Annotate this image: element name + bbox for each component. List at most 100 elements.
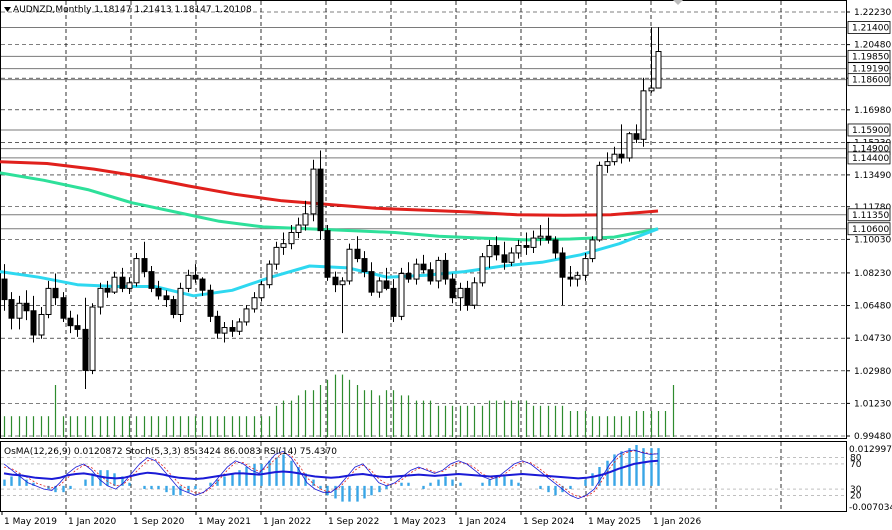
- candle: [552, 236, 559, 259]
- bearish-candle-body: [207, 289, 214, 317]
- symbol-header: AUDNZD,Monthly 1.18147 1.21413 1.18147 1…: [13, 5, 252, 15]
- bullish-candle-body: [310, 168, 317, 215]
- candle: [60, 292, 67, 322]
- indicator-level-label: 80: [850, 454, 862, 464]
- bullish-candle-body: [97, 287, 104, 308]
- candle: [82, 297, 89, 390]
- bearish-candle-body: [427, 269, 434, 282]
- level-label: 1.14900: [852, 145, 889, 155]
- bullish-candle-body: [582, 258, 589, 276]
- price-tick-label: 0.99480: [854, 432, 891, 442]
- candle: [111, 271, 118, 294]
- bullish-candle-body: [45, 287, 52, 315]
- bearish-candle-body: [104, 287, 111, 293]
- price-tick-label: 1.06480: [854, 302, 891, 312]
- bullish-candle-body: [177, 287, 184, 315]
- level-label-box: [847, 21, 891, 34]
- bullish-candle-body: [266, 263, 273, 286]
- candle: [30, 295, 37, 343]
- candle: [420, 254, 427, 274]
- candle: [449, 273, 456, 304]
- bearish-candle-body: [8, 299, 15, 319]
- bullish-candle-body: [508, 252, 515, 263]
- indicator-level-label: 20: [850, 491, 862, 501]
- candle: [390, 279, 397, 322]
- candle: [177, 282, 184, 322]
- bullish-candle-body: [273, 246, 280, 265]
- level-label-box: [847, 123, 891, 137]
- bearish-candle-body: [155, 287, 162, 297]
- candle: [457, 282, 464, 311]
- time-label: 1 May 2019: [4, 517, 57, 527]
- bullish-candle-body: [38, 313, 45, 336]
- bullish-candle-body: [515, 245, 522, 254]
- bearish-candle-body: [464, 287, 471, 306]
- candle: [273, 241, 280, 270]
- candles[interactable]: [1, 27, 662, 390]
- bearish-candle-body: [163, 295, 170, 301]
- candle: [126, 277, 133, 294]
- candle: [302, 200, 309, 231]
- candle: [626, 131, 633, 162]
- bullish-candle-body: [640, 90, 647, 140]
- time-label: 1 Jan 2020: [68, 517, 116, 527]
- bullish-candle-body: [346, 248, 353, 282]
- candle: [413, 258, 420, 285]
- time-label: 1 May 2025: [588, 517, 641, 527]
- bullish-candle-body: [655, 51, 662, 89]
- bullish-candle-body: [243, 308, 250, 323]
- candle: [346, 243, 353, 285]
- candle: [442, 252, 449, 285]
- bearish-candle-body: [67, 317, 74, 327]
- bullish-candle-body: [574, 274, 581, 280]
- bearish-candle-body: [545, 235, 552, 241]
- bearish-candle-body: [552, 239, 559, 254]
- time-label: 1 Jan 2026: [653, 517, 701, 527]
- candle: [133, 252, 140, 287]
- bearish-candle-body: [368, 271, 375, 293]
- bullish-candle-body: [479, 256, 486, 284]
- candle: [45, 280, 52, 319]
- indicator-level-label: 30: [850, 485, 862, 495]
- bearish-candle-body: [493, 245, 500, 256]
- candle: [89, 303, 96, 375]
- indicator-pane[interactable]: [0, 441, 847, 512]
- time-label: 1 Jan 2024: [458, 517, 506, 527]
- indicator-series: [1, 444, 846, 502]
- candle: [97, 282, 104, 315]
- shift-marker-icon[interactable]: [673, 0, 683, 5]
- candle: [258, 280, 265, 302]
- price-pane[interactable]: [0, 0, 847, 439]
- candle: [38, 307, 45, 339]
- indicator-header: OsMA(12,26,9) 0.0120872 Stoch(5,3,3) 85.…: [4, 447, 337, 457]
- candle: [295, 217, 302, 239]
- dropdown-triangle-icon[interactable]: [4, 7, 11, 12]
- bearish-candle-body: [442, 259, 449, 280]
- level-label-box: [847, 73, 891, 87]
- candle: [368, 262, 375, 296]
- bearish-candle-body: [449, 278, 456, 299]
- bullish-candle-body: [251, 297, 258, 310]
- bearish-candle-body: [141, 258, 148, 273]
- bearish-candle-body: [1, 278, 8, 301]
- level-label: 1.19190: [852, 65, 889, 75]
- moving-average-line: [0, 160, 659, 217]
- level-label-box: [847, 222, 891, 236]
- level-label: 1.21400: [852, 23, 889, 33]
- candle: [464, 280, 471, 311]
- bearish-candle-body: [317, 168, 324, 232]
- price-tick-label: 1.04730: [854, 334, 891, 344]
- time-label: 1 May 2023: [393, 517, 446, 527]
- bearish-candle-body: [229, 327, 236, 332]
- bullish-candle-body: [398, 272, 405, 317]
- candle: [501, 241, 508, 270]
- candle: [508, 247, 515, 267]
- candle: [611, 146, 618, 166]
- bullish-candle-body: [413, 263, 420, 280]
- horizontal-levels[interactable]: [1, 26, 846, 230]
- bullish-candle-body: [589, 239, 596, 260]
- time-label: 1 Sep 2024: [523, 517, 575, 527]
- candle: [163, 290, 170, 308]
